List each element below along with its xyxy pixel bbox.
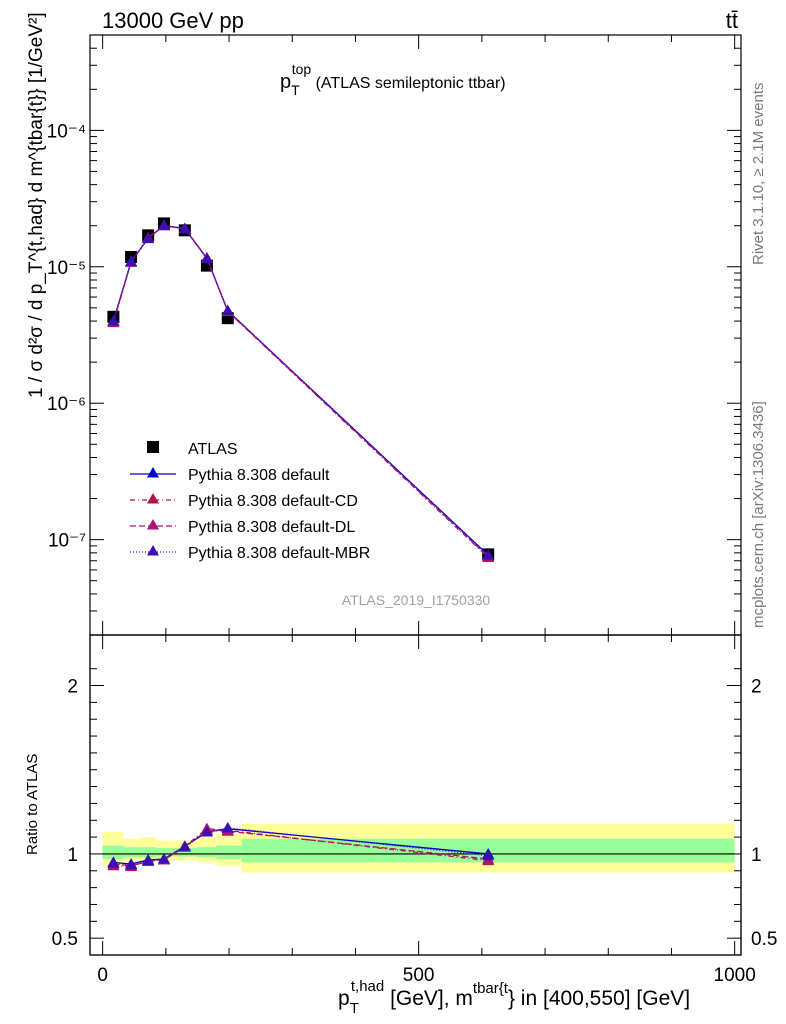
ratio-marker-mbr xyxy=(107,857,120,868)
plot-title-subscript: T xyxy=(291,82,300,98)
ratio-ytick-label: 1 xyxy=(67,845,78,866)
x-axis-label-p: p xyxy=(338,987,350,1010)
watermark: ATLAS_2019_I1750330 xyxy=(342,592,491,608)
ratio-marker-mbr xyxy=(200,826,213,837)
main-ytick-label: 10⁻⁶ xyxy=(47,394,86,415)
ratio-ytick-label-right: 0.5 xyxy=(751,929,777,950)
main-panel: 10⁻⁷ 10⁻⁶ 10⁻⁵ 10⁻⁴ pTtop (ATLAS semilepton… xyxy=(26,12,742,636)
ratio-axis-ticks: 0.5 0.5 1 1 2 2 0 500 1000 xyxy=(52,635,777,986)
ratio-band-inner xyxy=(172,848,198,857)
series-marker-mbr xyxy=(107,315,120,326)
series-marker-mbr xyxy=(221,304,234,316)
ratio-ytick-label-right: 1 xyxy=(751,845,762,866)
ratio-ytick-label-right: 2 xyxy=(751,677,762,698)
ratio-band-inner xyxy=(156,848,173,857)
legend-label: ATLAS xyxy=(188,441,238,458)
ratio-band-inner xyxy=(123,847,141,858)
ratio-panel: 0.5 0.5 1 1 2 2 0 500 1000 Ratio to ATLAS pTt,ha… xyxy=(24,634,777,1017)
legend-marker-cd xyxy=(147,493,159,504)
legend-label: Pythia 8.308 default xyxy=(188,467,330,484)
rivet-label: Rivet 3.1.10, ≥ 2.1M events xyxy=(750,83,767,266)
main-ytick-label: 10⁻⁵ xyxy=(47,258,86,279)
x-axis-label-mid: [GeV], m xyxy=(384,987,473,1010)
series-line-mbr xyxy=(112,224,489,556)
ratio-band-inner xyxy=(102,845,124,859)
ratio-band-inner xyxy=(216,845,242,859)
ratio-ytick-label: 0.5 xyxy=(52,929,78,950)
ratio-y-axis-label: Ratio to ATLAS xyxy=(24,754,41,855)
series-marker-mbr xyxy=(178,222,191,234)
series-marker-mbr xyxy=(482,549,495,560)
legend-marker-mbr xyxy=(147,545,159,556)
legend-label: Pythia 8.308 default-DL xyxy=(188,519,355,536)
x-axis-label-sub: T xyxy=(350,1000,359,1017)
plot-title-superscript: top xyxy=(292,61,312,77)
legend-marker-default xyxy=(147,467,159,478)
energy-label: 13000 GeV pp xyxy=(102,8,244,33)
ratio-marker-mbr xyxy=(221,821,234,833)
ratio-band-inner xyxy=(197,847,217,858)
series-marker-mbr xyxy=(200,252,213,264)
ratio-marker-mbr xyxy=(482,849,495,861)
legend-marker-data xyxy=(147,441,159,453)
legend: ATLAS Pythia 8.308 default Pythia 8.308 de… xyxy=(130,441,370,562)
plot-title-rest: (ATLAS semileptonic ttbar) xyxy=(311,75,505,92)
plot-title: pTtop (ATLAS semileptonic ttbar) xyxy=(280,61,506,98)
ratio-marker-mbr xyxy=(142,854,155,866)
ratio-frame xyxy=(89,634,742,956)
legend-marker-dl xyxy=(147,519,159,530)
process-label: tt̄ xyxy=(726,8,738,33)
main-axis-ticks: 10⁻⁷ 10⁻⁶ 10⁻⁵ 10⁻⁴ xyxy=(47,34,741,636)
ratio-line-mbr xyxy=(113,827,489,866)
main-series-group xyxy=(107,217,495,562)
ratio-marker-mbr xyxy=(125,858,138,870)
mcplots-label: mcplots.cern.ch [arXiv:1306.3436] xyxy=(750,401,767,628)
legend-label: Pythia 8.308 default-CD xyxy=(188,493,358,510)
main-ytick-label: 10⁻⁴ xyxy=(47,121,86,142)
x-axis-label: pTt,had [GeV], mtbar{t} in [400,550] [Ge… xyxy=(338,978,690,1017)
main-y-axis-label: 1 / σ d²σ / d p_T^{t,had} d m^{tbar{t}} … xyxy=(26,12,47,398)
ratio-xtick-label: 0 xyxy=(97,965,108,986)
ratio-ytick-label: 2 xyxy=(67,677,78,698)
legend-label: Pythia 8.308 default-MBR xyxy=(188,545,370,562)
ratio-band-inner xyxy=(140,847,157,858)
x-axis-label-sup2: tbar{t xyxy=(473,980,509,997)
ratio-frame-top xyxy=(89,634,742,956)
ratio-xtick-label: 500 xyxy=(403,965,435,986)
main-ytick-label: 10⁻⁷ xyxy=(48,531,86,552)
plot-title-main: p xyxy=(280,71,291,93)
x-axis-label-sup1: t,had xyxy=(351,978,384,995)
ratio-marker-mbr xyxy=(157,853,170,864)
ratio-xtick-label: 1000 xyxy=(714,965,756,986)
series-marker-mbr xyxy=(125,255,138,267)
ratio-series-group xyxy=(107,821,495,872)
ratio-marker-mbr xyxy=(178,840,191,851)
series-marker-mbr xyxy=(142,232,155,244)
x-axis-label-end: } in [400,550] [GeV] xyxy=(508,987,690,1010)
series-marker-mbr xyxy=(157,219,170,230)
